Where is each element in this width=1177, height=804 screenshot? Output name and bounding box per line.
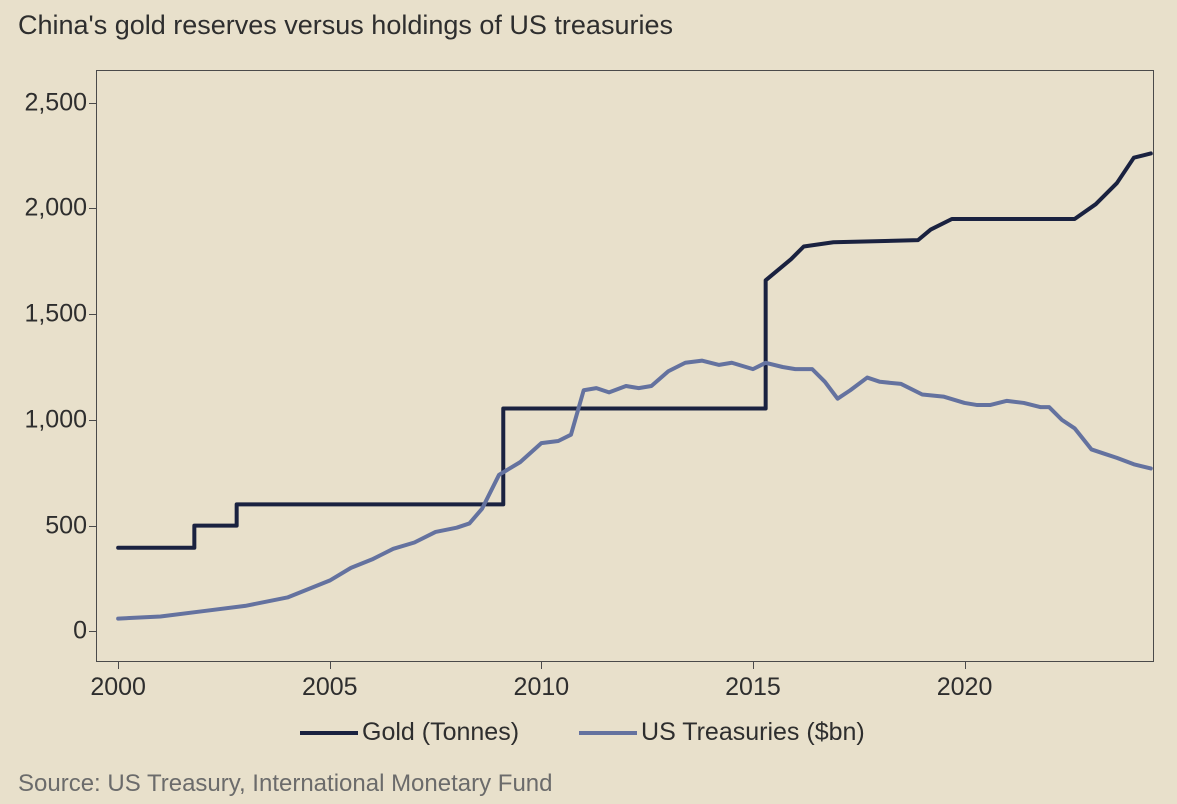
y-tick-mark [89,420,97,421]
y-tick-mark [89,103,97,104]
x-tick-mark [118,661,119,669]
legend-swatch [579,731,637,735]
y-tick-mark [89,526,97,527]
legend-label: Gold (Tonnes) [362,718,519,747]
x-tick-mark [965,661,966,669]
legend: Gold (Tonnes) US Treasuries ($bn) [300,718,865,747]
plot-area: 05001,0001,5002,0002,5002000200520102015… [96,70,1154,662]
y-tick-label: 2,000 [24,194,87,223]
plot-container: 05001,0001,5002,0002,5002000200520102015… [96,70,1154,662]
y-tick-mark [89,631,97,632]
x-tick-label: 2010 [514,673,570,702]
series-line [118,153,1151,547]
y-tick-label: 500 [45,511,87,540]
legend-label: US Treasuries ($bn) [641,718,865,747]
x-tick-mark [753,661,754,669]
legend-item: Gold (Tonnes) [300,718,519,747]
x-tick-label: 2000 [90,673,146,702]
legend-item: US Treasuries ($bn) [579,718,865,747]
source-text: Source: US Treasury, International Monet… [18,770,552,798]
series-svg [97,71,1155,663]
y-tick-label: 0 [73,617,87,646]
x-tick-label: 2015 [725,673,781,702]
y-tick-label: 2,500 [24,88,87,117]
x-tick-mark [541,661,542,669]
y-tick-mark [89,208,97,209]
x-tick-label: 2020 [937,673,993,702]
legend-swatch [300,731,358,735]
y-tick-mark [89,314,97,315]
series-line [118,361,1151,619]
y-tick-label: 1,000 [24,405,87,434]
y-tick-label: 1,500 [24,300,87,329]
x-tick-label: 2005 [302,673,358,702]
chart-title: China's gold reserves versus holdings of… [18,10,673,41]
x-tick-mark [330,661,331,669]
